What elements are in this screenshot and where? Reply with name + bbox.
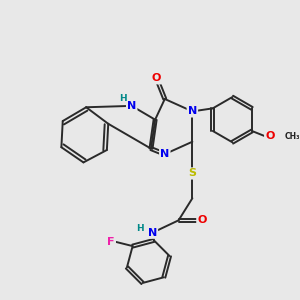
Text: CH₃: CH₃ <box>284 132 300 141</box>
Text: O: O <box>152 73 161 83</box>
Text: H: H <box>136 224 144 233</box>
Text: N: N <box>160 149 170 159</box>
Text: H: H <box>120 94 127 103</box>
Text: O: O <box>265 131 274 141</box>
Text: N: N <box>127 101 136 111</box>
Text: S: S <box>188 168 196 178</box>
Text: N: N <box>148 228 157 238</box>
Text: F: F <box>107 237 115 247</box>
Text: N: N <box>188 106 197 116</box>
Text: O: O <box>197 215 207 225</box>
